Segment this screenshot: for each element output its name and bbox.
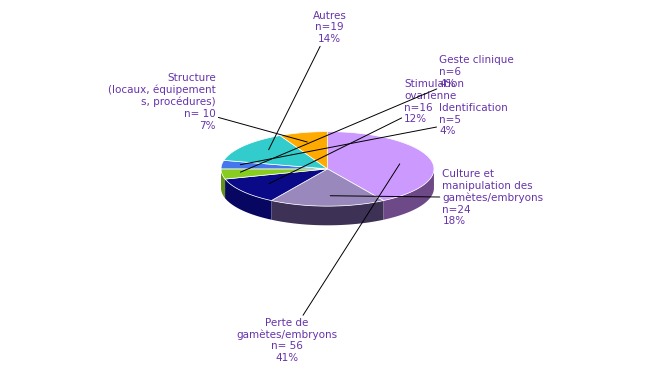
Polygon shape	[271, 169, 384, 206]
Text: Structure
(locaux, équipement
s, procédures)
n= 10
7%: Structure (locaux, équipement s, procédu…	[108, 73, 307, 142]
Polygon shape	[384, 169, 434, 220]
Polygon shape	[225, 179, 271, 220]
Polygon shape	[221, 169, 328, 179]
Text: Stimulation
ovarienne
n=16
12%: Stimulation ovarienne n=16 12%	[269, 79, 464, 184]
Text: Perte de
gamètes/embryons
n= 56
41%: Perte de gamètes/embryons n= 56 41%	[236, 164, 400, 363]
Text: Autres
n=19
14%: Autres n=19 14%	[269, 11, 346, 150]
Polygon shape	[328, 132, 434, 201]
Polygon shape	[280, 132, 328, 169]
Polygon shape	[271, 201, 384, 225]
Text: Identification
n=5
4%: Identification n=5 4%	[240, 103, 508, 165]
Text: Culture et
manipulation des
gamètes/embryons
n=24
18%: Culture et manipulation des gamètes/embr…	[330, 169, 544, 226]
Polygon shape	[225, 169, 328, 201]
Text: Geste clinique
n=6
4%: Geste clinique n=6 4%	[240, 55, 514, 172]
Polygon shape	[221, 160, 328, 169]
Polygon shape	[224, 135, 328, 169]
Polygon shape	[221, 169, 225, 198]
